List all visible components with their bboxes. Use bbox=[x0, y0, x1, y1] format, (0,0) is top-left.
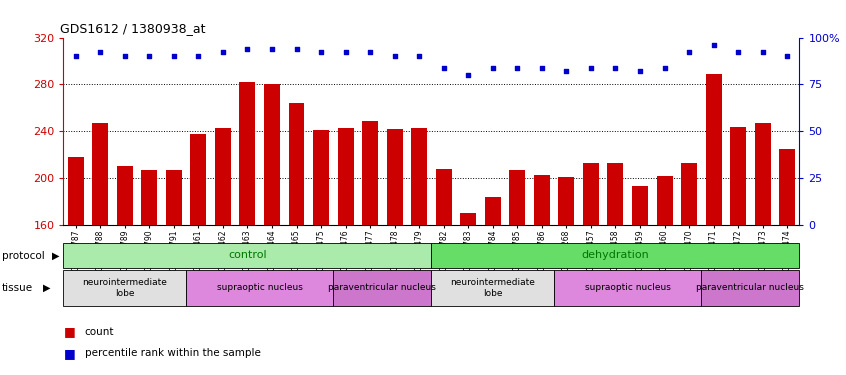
Point bbox=[387, 53, 401, 59]
Text: paraventricular nucleus: paraventricular nucleus bbox=[328, 284, 437, 292]
Text: supraoptic nucleus: supraoptic nucleus bbox=[217, 284, 303, 292]
Bar bbox=[186, 270, 333, 306]
Text: ■: ■ bbox=[63, 326, 75, 338]
Point bbox=[216, 50, 229, 55]
Point bbox=[657, 64, 671, 70]
Bar bbox=[554, 270, 701, 306]
Bar bbox=[779, 149, 795, 225]
Bar bbox=[190, 134, 206, 225]
Bar bbox=[656, 176, 673, 225]
Text: supraoptic nucleus: supraoptic nucleus bbox=[585, 284, 671, 292]
Text: paraventricular nucleus: paraventricular nucleus bbox=[696, 284, 805, 292]
Point bbox=[142, 53, 156, 59]
Text: protocol: protocol bbox=[2, 251, 45, 261]
Point bbox=[191, 53, 205, 59]
Text: ▶: ▶ bbox=[52, 251, 60, 261]
Text: percentile rank within the sample: percentile rank within the sample bbox=[85, 348, 261, 358]
Bar bbox=[63, 243, 431, 268]
Bar bbox=[387, 129, 403, 225]
Text: neurointermediate
lobe: neurointermediate lobe bbox=[82, 278, 168, 297]
Bar bbox=[92, 123, 108, 225]
Point bbox=[682, 50, 695, 55]
Point bbox=[780, 53, 794, 59]
Bar bbox=[558, 177, 574, 225]
Bar bbox=[63, 270, 186, 306]
Bar bbox=[362, 121, 378, 225]
Bar bbox=[215, 128, 231, 225]
Point bbox=[412, 53, 426, 59]
Bar bbox=[68, 157, 84, 225]
Point bbox=[118, 53, 131, 59]
Bar bbox=[632, 186, 648, 225]
Bar bbox=[706, 74, 722, 225]
Text: ■: ■ bbox=[63, 347, 75, 360]
Bar bbox=[313, 130, 329, 225]
Point bbox=[584, 64, 597, 70]
Point bbox=[338, 50, 352, 55]
Point bbox=[265, 46, 278, 52]
Text: control: control bbox=[228, 251, 266, 260]
Bar bbox=[431, 243, 799, 268]
Point bbox=[437, 64, 450, 70]
Bar bbox=[436, 169, 452, 225]
Bar bbox=[166, 170, 182, 225]
Bar bbox=[239, 82, 255, 225]
Bar bbox=[755, 123, 771, 225]
Bar bbox=[681, 163, 697, 225]
Bar bbox=[411, 128, 427, 225]
Bar bbox=[338, 128, 354, 225]
Point bbox=[240, 46, 254, 52]
Text: GDS1612 / 1380938_at: GDS1612 / 1380938_at bbox=[60, 22, 206, 35]
Point bbox=[731, 50, 744, 55]
Point bbox=[363, 50, 376, 55]
Point bbox=[314, 50, 327, 55]
Point bbox=[535, 64, 548, 70]
Bar bbox=[288, 103, 305, 225]
Bar bbox=[730, 127, 746, 225]
Bar bbox=[264, 84, 280, 225]
Point bbox=[706, 42, 720, 48]
Bar bbox=[509, 170, 525, 225]
Bar bbox=[431, 270, 554, 306]
Bar bbox=[117, 166, 133, 225]
Bar bbox=[607, 163, 624, 225]
Bar bbox=[534, 175, 550, 225]
Bar bbox=[485, 197, 501, 225]
Text: neurointermediate
lobe: neurointermediate lobe bbox=[450, 278, 536, 297]
Point bbox=[755, 50, 769, 55]
Point bbox=[486, 64, 499, 70]
Point bbox=[633, 68, 646, 74]
Point bbox=[167, 53, 180, 59]
Point bbox=[608, 64, 622, 70]
Bar bbox=[701, 270, 799, 306]
Bar bbox=[460, 213, 476, 225]
Bar bbox=[333, 270, 431, 306]
Point bbox=[461, 72, 475, 78]
Text: dehydration: dehydration bbox=[581, 251, 650, 260]
Point bbox=[510, 64, 524, 70]
Bar bbox=[583, 163, 599, 225]
Point bbox=[93, 50, 107, 55]
Bar bbox=[141, 170, 157, 225]
Point bbox=[69, 53, 82, 59]
Text: ▶: ▶ bbox=[43, 283, 51, 293]
Text: tissue: tissue bbox=[2, 283, 33, 293]
Point bbox=[289, 46, 303, 52]
Text: count: count bbox=[85, 327, 114, 337]
Point bbox=[559, 68, 573, 74]
